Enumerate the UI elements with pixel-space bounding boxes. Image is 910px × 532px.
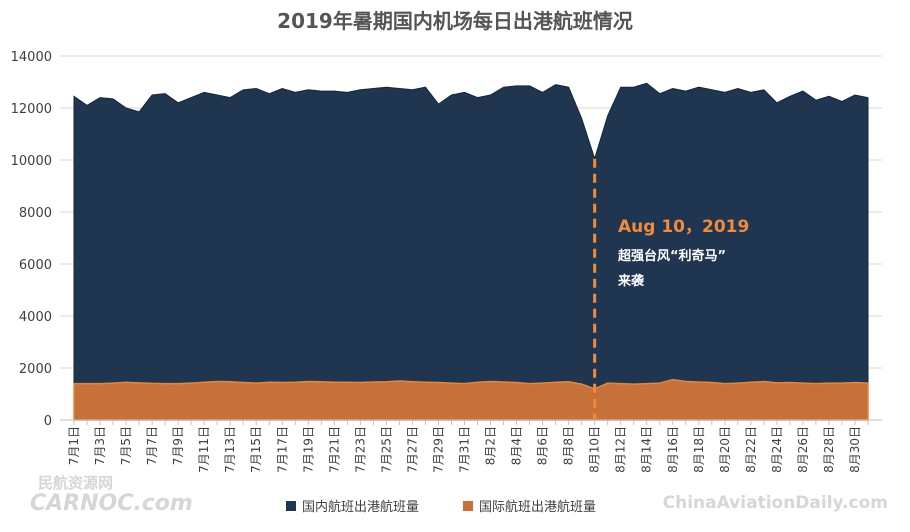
annotation-line-2: 来袭 (617, 273, 645, 289)
x-tick-label: 7月11日 (197, 426, 211, 473)
x-tick-label: 7月5日 (119, 426, 133, 465)
annotation-headline: Aug 10，2019 (618, 217, 749, 237)
x-axis-tick-labels: 7月1日 7月3日 7月5日 7月7日 7月9日 7月11日 7月13日 7月15日 7月17日… (67, 426, 862, 473)
x-tick-label: 7月9日 (171, 426, 185, 465)
x-tick-label: 7月29日 (431, 426, 445, 473)
x-tick-label: 8月16日 (666, 426, 680, 473)
watermark-carnoc-cn: 民航资源网 (38, 474, 113, 492)
y-tick-label: 0 (44, 414, 52, 429)
area-domestic-flights (73, 82, 869, 421)
legend-swatch-domestic (286, 501, 296, 511)
x-tick-label: 7月3日 (93, 426, 107, 465)
area-series (73, 82, 869, 421)
y-tick-label: 10000 (11, 154, 52, 169)
watermark-carnoc: CARNOC.com (30, 491, 193, 516)
watermark-chinaaviationdaily: ChinaAviationDaily.com (663, 493, 888, 513)
y-axis-tick-labels: 0 2000 4000 6000 8000 10000 12000 14000 (11, 50, 52, 429)
legend: 国内航班出港航班量 国际航班出港航班量 (286, 499, 596, 515)
x-tick-label: 7月19日 (301, 426, 315, 473)
x-tick-label: 7月13日 (223, 426, 237, 473)
x-tick-label: 8月20日 (718, 426, 732, 473)
x-tick-label: 8月14日 (640, 426, 654, 473)
x-tick-label: 8月6日 (536, 426, 550, 465)
x-tick-label: 8月12日 (614, 426, 628, 473)
legend-label-domestic: 国内航班出港航班量 (302, 499, 419, 515)
legend-swatch-international (463, 501, 473, 511)
y-tick-label: 8000 (19, 206, 52, 221)
x-tick-label: 8月28日 (822, 426, 836, 473)
x-tick-label: 7月7日 (145, 426, 159, 465)
typhoon-annotation: Aug 10，2019 超强台风“利奇马” 来袭 (593, 158, 749, 420)
x-tick-label: 7月27日 (405, 426, 419, 473)
x-tick-label: 8月2日 (484, 426, 498, 465)
annotation-line-1: 超强台风“利奇马” (618, 248, 726, 264)
x-axis (60, 419, 882, 425)
x-tick-label: 8月24日 (770, 426, 784, 473)
x-tick-label: 8月26日 (796, 426, 810, 473)
x-tick-label: 8月18日 (692, 426, 706, 473)
y-tick-label: 2000 (19, 362, 52, 377)
x-tick-label: 7月1日 (67, 426, 81, 465)
y-tick-label: 4000 (19, 310, 52, 325)
area-international-flights (73, 378, 869, 421)
x-tick-label: 7月17日 (275, 426, 289, 473)
x-tick-label: 7月15日 (249, 426, 263, 473)
x-tick-label: 7月31日 (457, 426, 471, 473)
x-tick-label: 7月25日 (379, 426, 393, 473)
x-tick-label: 7月21日 (327, 426, 341, 473)
chart-title: 2019年暑期国内机场每日出港航班情况 (277, 9, 633, 33)
watermarks: 民航资源网 CARNOC.com ChinaAviationDaily.com (30, 474, 888, 516)
x-tick-label: 8月30日 (848, 426, 862, 473)
y-tick-label: 12000 (11, 102, 52, 117)
y-tick-label: 14000 (11, 50, 52, 65)
x-tick-label: 8月10日 (588, 426, 602, 473)
x-tick-label: 8月22日 (744, 426, 758, 473)
x-tick-label: 8月4日 (510, 426, 524, 465)
x-tick-label: 7月23日 (353, 426, 367, 473)
legend-label-international: 国际航班出港航班量 (479, 499, 596, 515)
y-tick-label: 6000 (19, 258, 52, 273)
x-tick-label: 8月8日 (562, 426, 576, 465)
